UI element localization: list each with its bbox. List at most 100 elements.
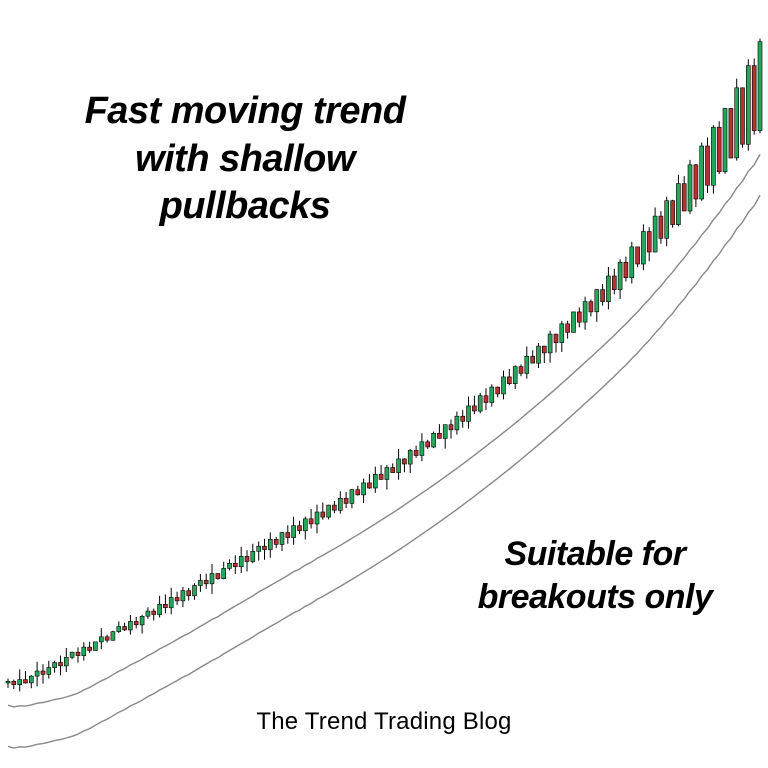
candle-bull <box>128 621 132 630</box>
candle-bull <box>397 459 401 473</box>
candle-bear <box>566 324 570 333</box>
candle-bull <box>35 671 39 676</box>
annotation-top-left: Fast moving trend with shallow pullbacks <box>70 88 420 231</box>
candle-bull <box>758 42 762 131</box>
candle-bear <box>717 127 721 172</box>
candle-bear <box>134 621 138 624</box>
candle-bull <box>537 346 541 363</box>
candle-bull <box>53 663 57 668</box>
candle-bull <box>688 165 692 211</box>
candle-bear <box>752 66 756 131</box>
candle-bear <box>391 468 395 473</box>
candle-bear <box>402 459 406 464</box>
candle-bear <box>216 574 220 579</box>
candle-bear <box>589 302 593 312</box>
candle-bull <box>158 604 162 614</box>
candle-bull <box>18 680 22 685</box>
candle-bull <box>385 468 389 480</box>
candle-bear <box>449 425 453 430</box>
candle-bull <box>583 302 587 323</box>
candle-bull <box>723 108 727 171</box>
candle-bull <box>362 483 366 495</box>
candle-bear <box>286 533 290 538</box>
candle-bear <box>647 232 651 253</box>
candle-bear <box>152 611 156 614</box>
candle-bull <box>513 367 517 384</box>
candle-bull <box>467 406 471 421</box>
candle-bear <box>59 663 63 666</box>
candle-bull <box>198 580 202 585</box>
candle-bear <box>624 262 628 277</box>
candle-bear <box>263 546 267 549</box>
candle-bull <box>193 586 197 596</box>
candle-bear <box>356 490 360 495</box>
candle-bear <box>612 276 616 290</box>
candle-bear <box>472 406 476 411</box>
candle-bull <box>228 563 232 568</box>
candle-bear <box>245 556 249 561</box>
candle-bear <box>682 184 686 211</box>
candle-bull <box>746 66 750 145</box>
candle-bear <box>496 387 500 394</box>
candle-bull <box>641 232 645 265</box>
candle-bull <box>560 324 564 343</box>
candle-bull <box>350 490 354 504</box>
candle-bear <box>12 681 16 684</box>
candle-bull <box>117 627 121 632</box>
candle-bear <box>601 290 605 302</box>
candle-bear <box>461 416 465 421</box>
candle-bull <box>257 546 261 551</box>
candle-bear <box>554 334 558 343</box>
candle-bear <box>76 652 80 655</box>
candle-bear <box>344 498 348 503</box>
candle-bull <box>490 387 494 402</box>
candle-bear <box>659 216 663 238</box>
candle-bear <box>204 580 208 583</box>
candle-bull <box>735 88 739 158</box>
chart-container: Fast moving trend with shallow pullbacks… <box>0 0 768 768</box>
candle-bear <box>636 247 640 264</box>
candle-bull <box>93 642 97 651</box>
candle-bear <box>577 312 581 322</box>
candle-bull <box>169 598 173 608</box>
candle-bear <box>367 483 371 488</box>
candle-bull <box>711 127 715 185</box>
candle-bull <box>29 676 33 683</box>
candle-bull <box>251 551 255 561</box>
candle-bear <box>41 671 45 674</box>
candle-bull <box>99 637 103 642</box>
candle-bull <box>502 377 506 394</box>
candle-bear <box>729 108 733 158</box>
candle-bear <box>175 598 179 601</box>
candle-bull <box>443 425 447 439</box>
candle-bull <box>315 512 319 524</box>
candle-bear <box>123 627 127 630</box>
candle-bull <box>82 647 86 656</box>
candle-bull <box>455 416 459 430</box>
candle-bear <box>187 591 191 596</box>
candle-bull <box>280 533 284 545</box>
candle-bull <box>665 201 669 239</box>
candle-bull <box>676 184 680 225</box>
candle-bear <box>379 474 383 479</box>
candle-bear <box>88 647 92 650</box>
candle-bull <box>618 262 622 289</box>
candle-bull <box>572 312 576 333</box>
candle-bull <box>653 216 657 252</box>
candle-bull <box>408 450 412 464</box>
candle-bear <box>671 201 675 225</box>
candle-bull <box>70 652 74 657</box>
candle-bull <box>6 681 10 683</box>
candle-bear <box>694 165 698 199</box>
candle-bear <box>507 377 511 384</box>
candle-bull <box>420 442 424 456</box>
candle-bear <box>542 346 546 353</box>
candle-bear <box>24 680 28 683</box>
footer-caption: The Trend Trading Blog <box>0 708 768 736</box>
candle-bull <box>630 247 634 278</box>
candle-bear <box>233 563 237 566</box>
candle-bear <box>706 146 710 185</box>
candle-bear <box>321 512 325 517</box>
candle-bear <box>298 526 302 531</box>
candle-bull <box>525 356 529 373</box>
